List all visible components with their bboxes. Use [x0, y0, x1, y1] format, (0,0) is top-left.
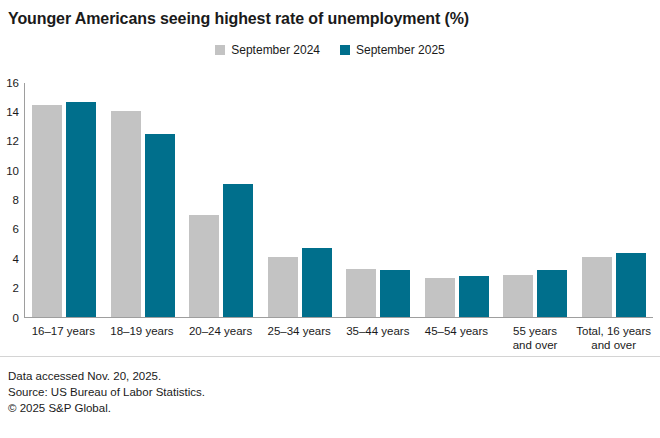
- x-axis-label: 25–34 years: [260, 324, 339, 352]
- footer-source: Source: US Bureau of Labor Statistics.: [8, 384, 660, 400]
- x-axis-label: 16–17 years: [24, 324, 103, 352]
- bar-september-2025: [223, 184, 253, 317]
- bar-september-2024: [111, 111, 141, 317]
- bar-september-2024: [425, 278, 455, 317]
- legend-label-september-2025: September 2025: [356, 43, 445, 57]
- y-tick-label: 6: [13, 224, 19, 236]
- bar-september-2025: [66, 102, 96, 317]
- y-tick-label: 2: [13, 283, 19, 295]
- bar-september-2024: [582, 257, 612, 317]
- y-axis: 0246810121416: [4, 83, 24, 318]
- y-tick-label: 0: [13, 312, 19, 324]
- y-tick-label: 14: [6, 107, 19, 119]
- footer-copyright: © 2025 S&P Global.: [8, 400, 660, 416]
- bar-september-2025: [380, 270, 410, 317]
- legend-swatch-september-2024: [215, 45, 225, 55]
- y-tick-label: 12: [6, 136, 19, 148]
- plot-area: [24, 83, 653, 318]
- footer-data-accessed: Data accessed Nov. 20, 2025.: [8, 368, 660, 384]
- bar-september-2025: [537, 270, 567, 317]
- chart-title: Younger Americans seeing highest rate of…: [8, 10, 660, 28]
- x-axis-label: Total, 16 years and over: [574, 324, 653, 352]
- x-axis-label: 20–24 years: [181, 324, 260, 352]
- bar-september-2024: [32, 105, 62, 317]
- footer-separator: [0, 356, 660, 357]
- legend-item-september-2024: September 2024: [215, 43, 320, 57]
- bar-group: [496, 83, 575, 317]
- bar-group: [418, 83, 497, 317]
- bar-september-2024: [268, 257, 298, 317]
- x-axis-label: 45–54 years: [417, 324, 496, 352]
- legend-swatch-september-2025: [340, 45, 350, 55]
- bar-group: [104, 83, 183, 317]
- bar-september-2025: [145, 134, 175, 317]
- footer: Data accessed Nov. 20, 2025. Source: US …: [8, 368, 660, 416]
- bar-september-2025: [302, 248, 332, 317]
- y-tick-label: 10: [6, 165, 19, 177]
- y-tick-label: 16: [6, 77, 19, 89]
- bar-september-2024: [189, 215, 219, 317]
- y-tick-label: 4: [13, 254, 19, 266]
- x-axis-label: 18–19 years: [103, 324, 182, 352]
- y-tick-label: 8: [13, 195, 19, 207]
- legend: September 2024 September 2025: [0, 43, 660, 57]
- bar-group: [25, 83, 104, 317]
- bar-group: [261, 83, 340, 317]
- bar-group: [575, 83, 654, 317]
- bar-september-2025: [616, 253, 646, 317]
- x-axis-label: 55 years and over: [496, 324, 575, 352]
- legend-item-september-2025: September 2025: [340, 43, 445, 57]
- bar-september-2024: [503, 275, 533, 317]
- x-axis-label: 35–44 years: [339, 324, 418, 352]
- bar-september-2025: [459, 276, 489, 317]
- bar-september-2024: [346, 269, 376, 317]
- bar-group: [339, 83, 418, 317]
- bar-group: [182, 83, 261, 317]
- legend-label-september-2024: September 2024: [231, 43, 320, 57]
- x-axis: 16–17 years18–19 years20–24 years25–34 y…: [24, 324, 653, 352]
- bar-chart: 0246810121416: [4, 83, 653, 318]
